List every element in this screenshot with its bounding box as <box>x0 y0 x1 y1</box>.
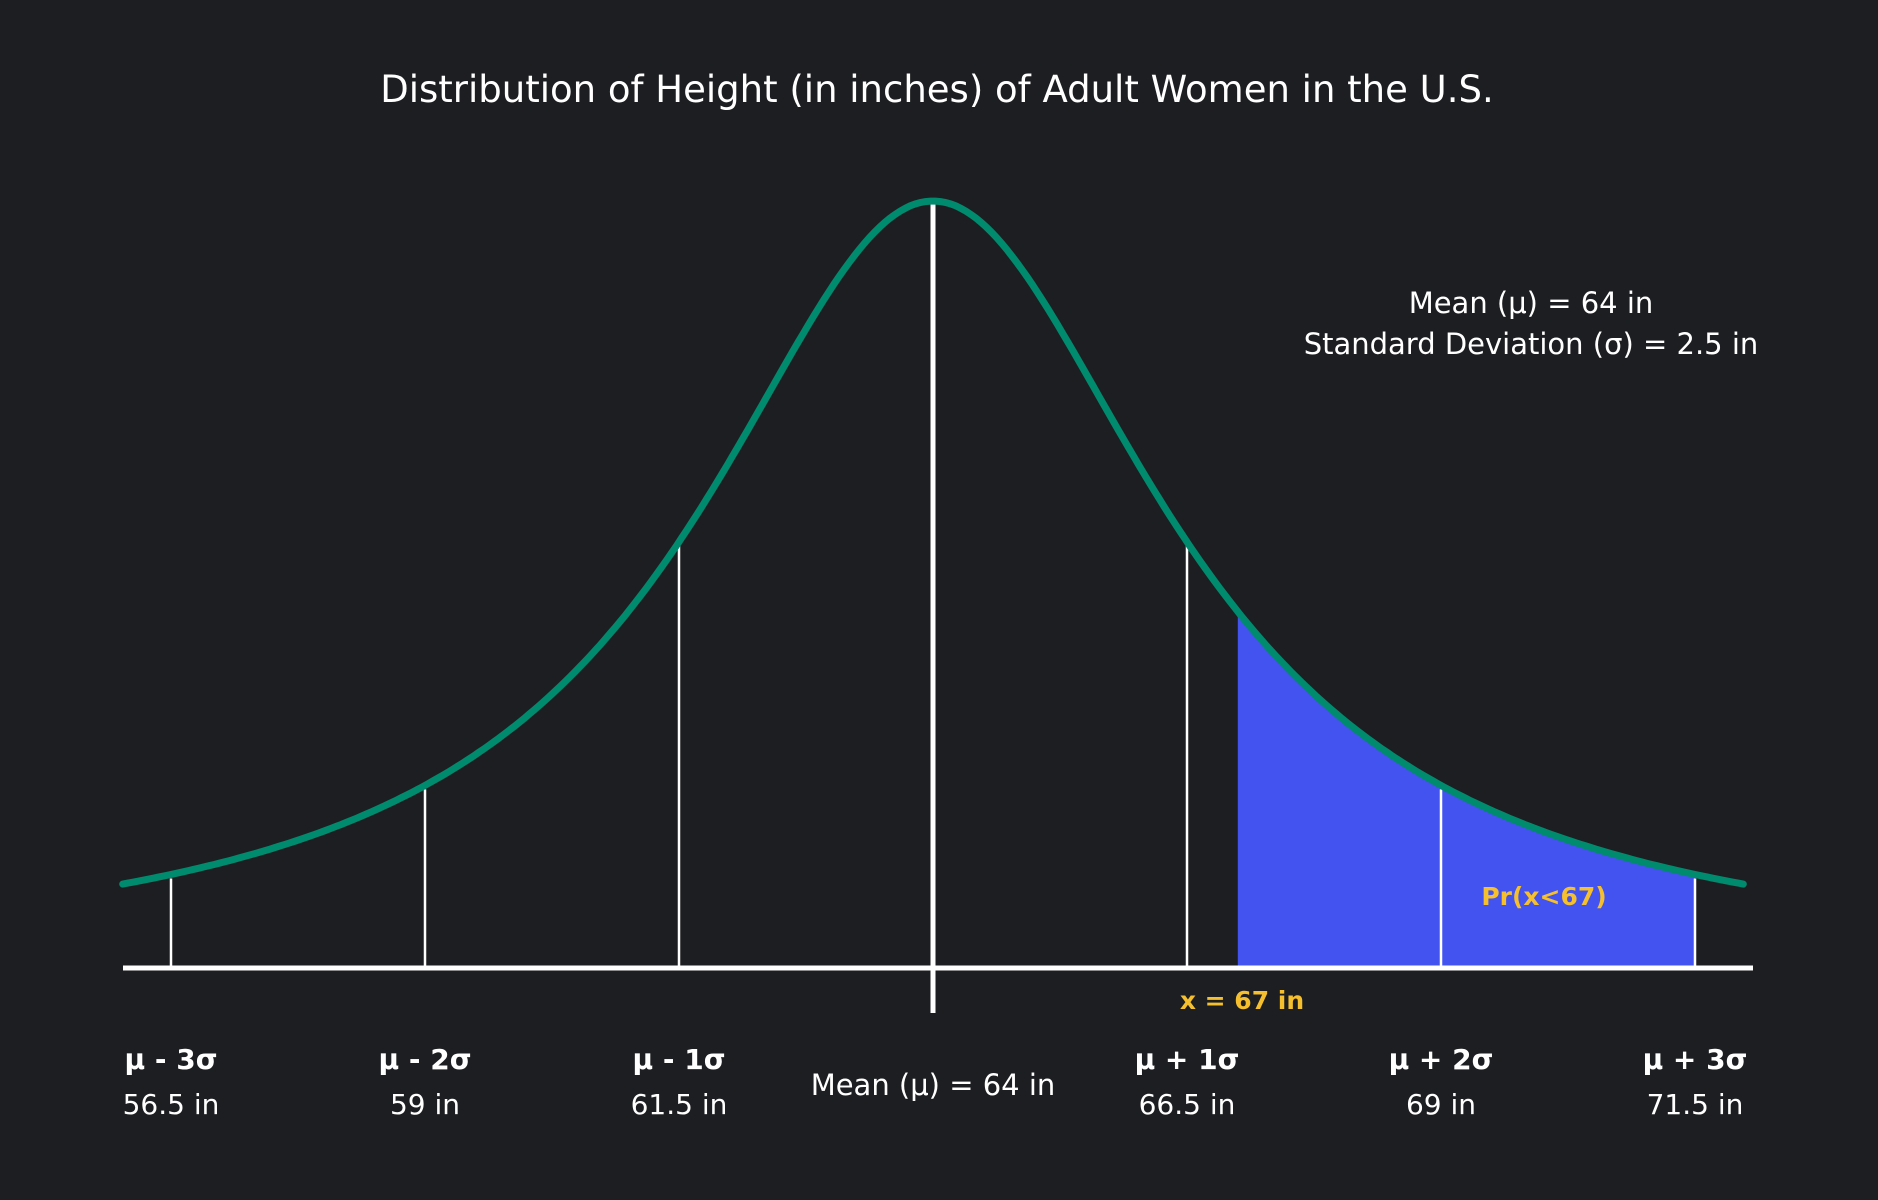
value-label: 66.5 in <box>1139 1088 1236 1121</box>
value-label: 69 in <box>1406 1088 1476 1121</box>
sigma-label: μ + 3σ <box>1643 1043 1748 1076</box>
shaded-region-label: Pr(x<67) <box>1481 882 1606 911</box>
mean-annotation: Mean (μ) = 64 in <box>1409 286 1654 320</box>
value-label: 71.5 in <box>1647 1088 1744 1121</box>
value-label: 61.5 in <box>631 1088 728 1121</box>
value-label: 56.5 in <box>123 1088 220 1121</box>
mean-label: Mean (μ) = 64 in <box>811 1068 1056 1102</box>
sigma-label: μ + 2σ <box>1389 1043 1494 1076</box>
distribution-curve <box>119 197 1747 888</box>
sigma-label: μ - 1σ <box>632 1043 725 1076</box>
sigma-label: μ + 1σ <box>1135 1043 1240 1076</box>
shaded-area <box>1237 611 1695 968</box>
sigma-label: μ - 3σ <box>124 1043 217 1076</box>
sd-annotation: Standard Deviation (σ) = 2.5 in <box>1304 327 1759 361</box>
value-label: 59 in <box>390 1088 460 1121</box>
sigma-label: μ - 2σ <box>378 1043 471 1076</box>
x-marker-label: x = 67 in <box>1180 986 1304 1015</box>
chart-title: Distribution of Height (in inches) of Ad… <box>380 68 1494 111</box>
